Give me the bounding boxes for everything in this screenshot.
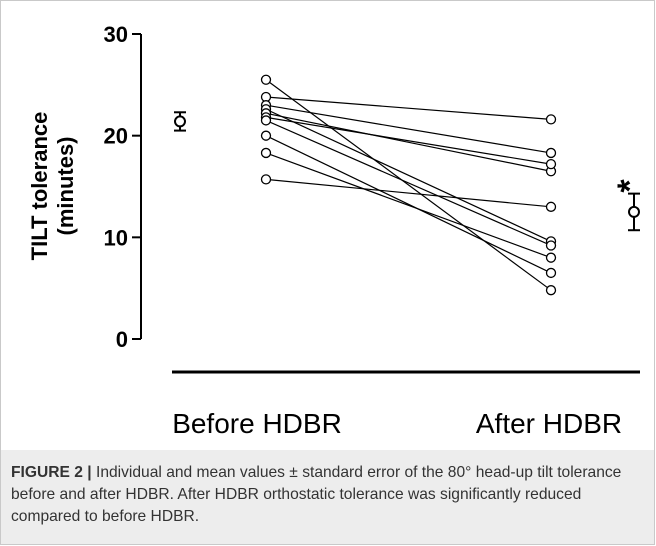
after-point <box>545 201 557 212</box>
pair-line <box>265 112 552 172</box>
before-point <box>260 130 272 141</box>
y-tick-label: 0 <box>116 327 128 352</box>
pair-line <box>265 108 552 242</box>
pair-line <box>265 178 552 208</box>
x-label-before: Before HDBR <box>172 408 342 439</box>
y-axis-label-line2: (minutes) <box>53 137 78 236</box>
after-point <box>545 147 557 159</box>
y-tick-label: 10 <box>104 225 128 250</box>
x-label-after: After HDBR <box>476 408 622 439</box>
significance-marker: * <box>611 179 649 193</box>
caption-separator: | <box>87 464 92 481</box>
before-point <box>260 74 272 85</box>
mean-before-point <box>174 115 186 128</box>
pair-line <box>265 116 552 165</box>
pair-line <box>265 152 552 259</box>
after-point <box>545 240 557 251</box>
pair-line <box>265 119 552 247</box>
after-point <box>545 267 557 279</box>
y-tick-label: 20 <box>104 124 128 149</box>
pair-line <box>265 79 552 291</box>
mean-after <box>628 192 640 232</box>
caption-text: Individual and mean values ± standard er… <box>11 464 622 525</box>
before-point <box>260 115 272 126</box>
after-point <box>545 252 557 263</box>
y-axis-label-line1: TILT tolerance <box>27 112 52 261</box>
y-axis-label: TILT tolerance (minutes) <box>27 112 78 261</box>
mean-markers <box>174 111 640 232</box>
pair-line <box>265 96 552 120</box>
chart: TILT tolerance (minutes) 0 10 20 30 Before … <box>27 22 649 439</box>
mean-after-point <box>628 205 640 218</box>
before-point <box>260 174 272 185</box>
mean-before <box>174 111 186 132</box>
after-point <box>545 114 557 125</box>
before-point <box>260 147 272 159</box>
after-point <box>545 158 557 170</box>
pair-line <box>265 104 552 154</box>
caption-label: FIGURE 2 <box>11 464 83 481</box>
y-ticks: 0 10 20 30 <box>104 22 141 352</box>
figure-caption: FIGURE 2 | Individual and mean values ± … <box>1 450 654 544</box>
after-point <box>545 285 557 296</box>
individual-series <box>260 74 557 296</box>
pair-line <box>265 135 552 274</box>
y-tick-label: 30 <box>104 22 128 47</box>
